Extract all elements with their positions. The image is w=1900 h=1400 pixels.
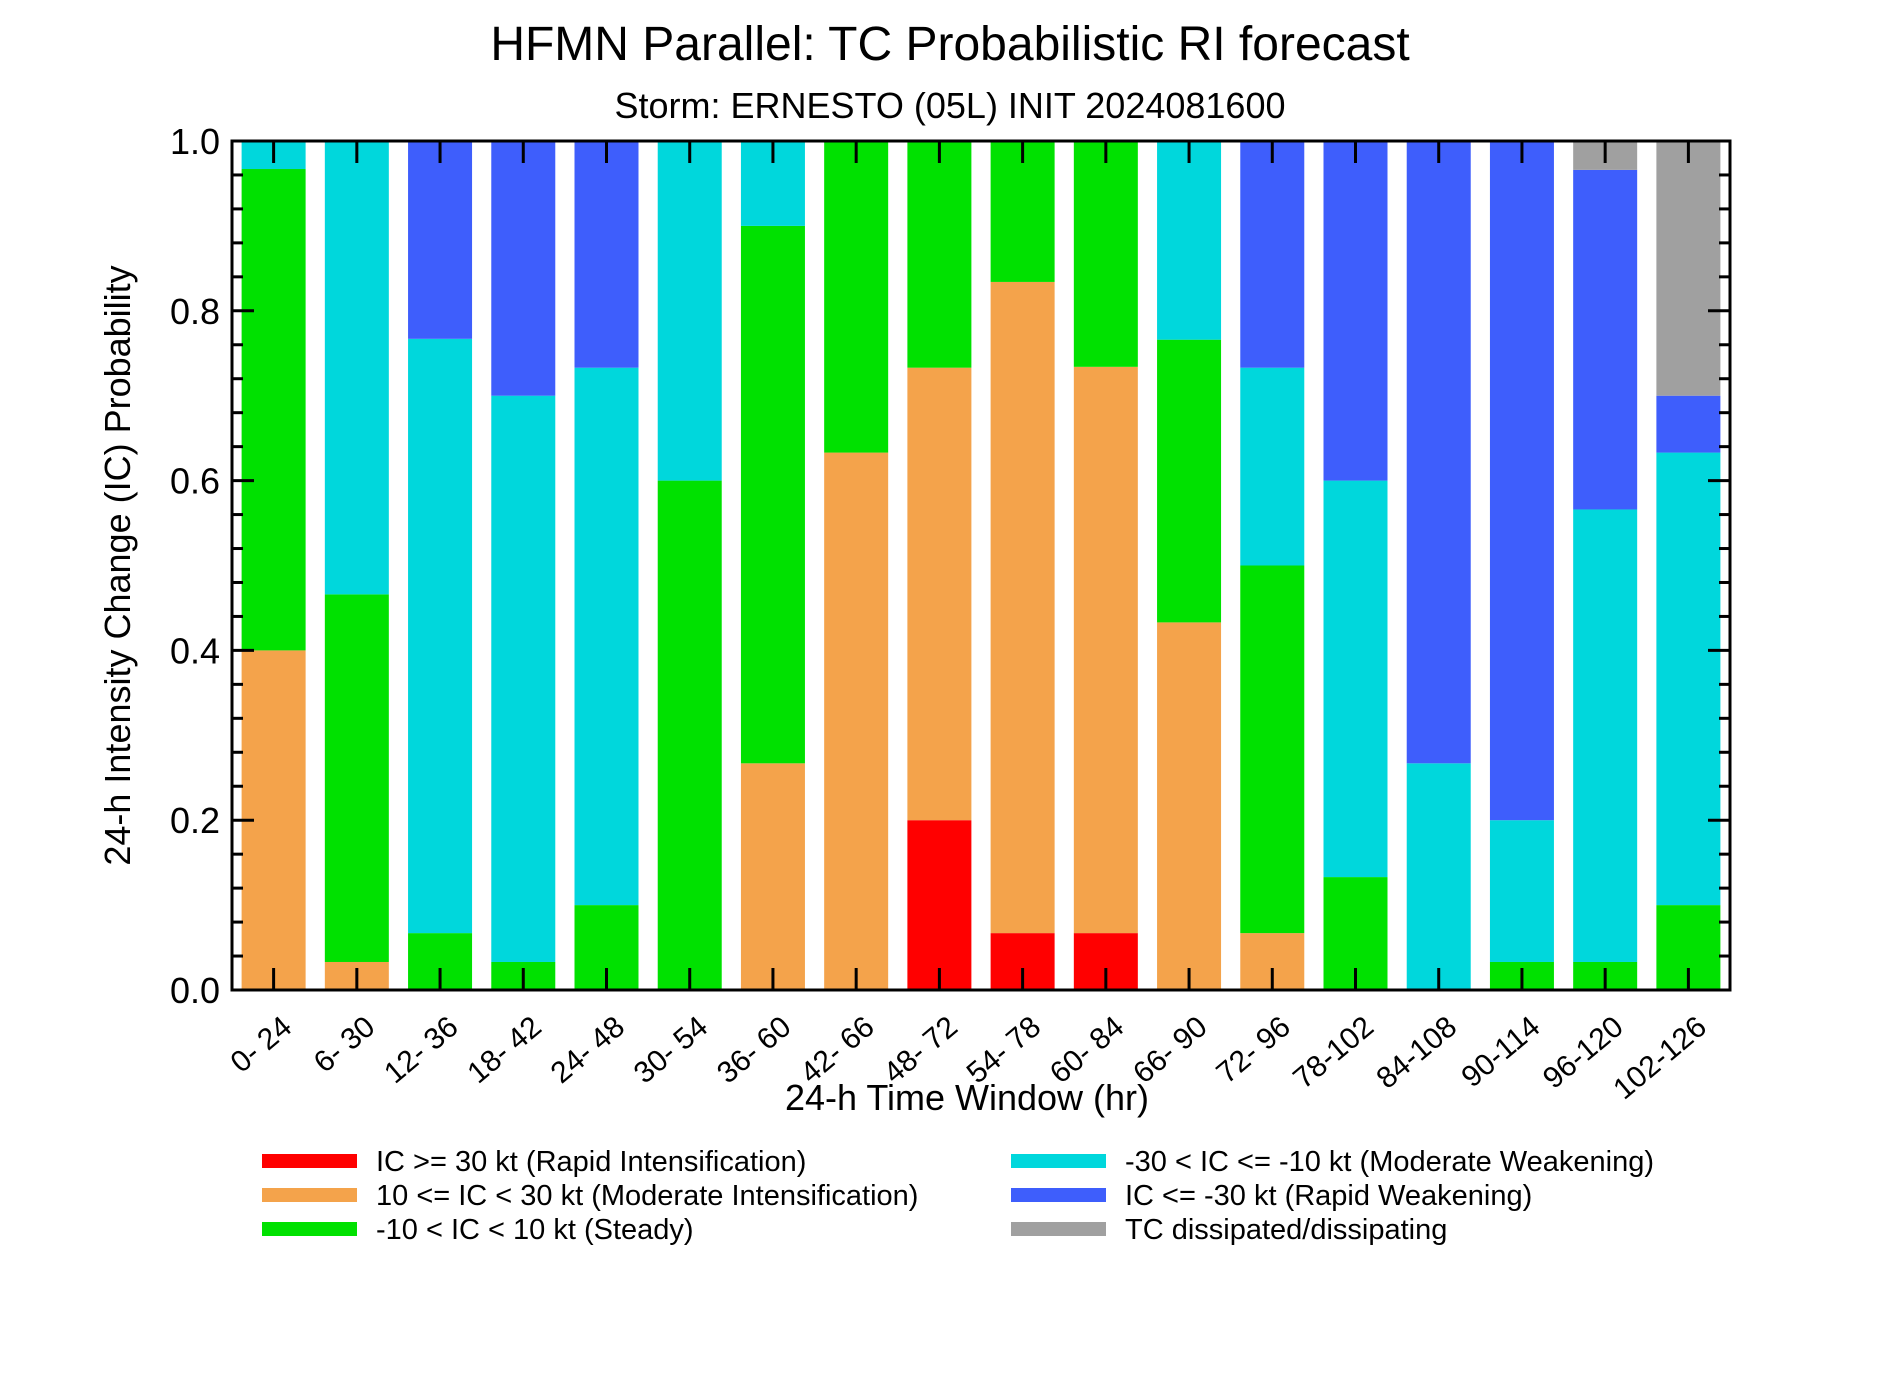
legend-swatch: [1011, 1154, 1106, 1168]
legend-swatch: [1011, 1222, 1106, 1236]
bar-segment: [907, 820, 972, 990]
bar-segment: [740, 225, 805, 764]
x-tick-label: 78-102: [1287, 1010, 1380, 1095]
bar-segment: [324, 141, 389, 595]
chart-title: HFMN Parallel: TC Probabilistic RI forec…: [490, 18, 1409, 71]
bar-segment: [1656, 452, 1721, 906]
bar-segment: [1157, 339, 1222, 623]
legend-label: TC dissipated/dissipating: [1125, 1214, 1447, 1246]
bar-segment: [990, 281, 1055, 934]
bar-segment: [324, 594, 389, 962]
x-axis-label: 24-h Time Window (hr): [785, 1077, 1149, 1118]
y-tick-label: 0.0: [170, 970, 220, 1011]
bar-segment: [824, 452, 889, 990]
bar-segment: [1240, 565, 1305, 934]
x-tick-label: 12- 36: [378, 1010, 464, 1090]
bar-segment: [907, 141, 972, 368]
legend-label: 10 <= IC < 30 kt (Moderate Intensificati…: [376, 1180, 918, 1212]
bar-segment: [657, 480, 722, 990]
y-tick-label: 0.4: [170, 630, 220, 671]
legend-label: IC >= 30 kt (Rapid Intensification): [376, 1146, 806, 1178]
bar-segment: [657, 141, 722, 481]
plot-frame: [230, 139, 1732, 992]
bar-segment: [1073, 366, 1138, 934]
legend-label: -30 < IC <= -10 kt (Moderate Weakening): [1125, 1146, 1654, 1178]
y-tick-label: 0.6: [170, 461, 220, 502]
x-tick-label: 30- 54: [628, 1010, 714, 1090]
bar-segment: [1573, 509, 1638, 962]
bar-segment: [408, 141, 473, 339]
bar-segment: [1240, 141, 1305, 368]
x-tick-label: 84-108: [1370, 1010, 1463, 1095]
y-tick-label: 1.0: [170, 121, 220, 162]
legend-swatch: [262, 1188, 357, 1202]
x-tick-label: 0- 24: [225, 1010, 299, 1079]
bar-segment: [1656, 395, 1721, 453]
bar-segment: [1406, 763, 1471, 990]
bar-segment: [740, 763, 805, 990]
y-tick-label: 0.8: [170, 291, 220, 332]
bar-segment: [574, 141, 639, 368]
bar-segment: [1323, 480, 1388, 878]
legend-label: IC <= -30 kt (Rapid Weakening): [1125, 1180, 1532, 1212]
x-tick-label: 24- 48: [545, 1010, 631, 1090]
legend-swatch: [262, 1222, 357, 1236]
bar-segment: [1240, 367, 1305, 566]
bar-segment: [1406, 141, 1471, 764]
legend-swatch: [262, 1154, 357, 1168]
bar-segment: [824, 141, 889, 453]
bar-segment: [1489, 141, 1554, 821]
x-tick-label: 90-114: [1455, 1010, 1546, 1094]
y-axis: 0.0 0.2 0.4 0.6 0.8 1.0: [170, 121, 1730, 1011]
bars-layer: [241, 140, 1721, 990]
bar-segment: [1323, 141, 1388, 481]
bar-segment: [241, 169, 306, 651]
legend-label: -10 < IC < 10 kt (Steady): [376, 1214, 694, 1246]
bar-segment: [491, 395, 556, 962]
x-tick-label: 72- 96: [1210, 1010, 1296, 1090]
bar-segment: [1489, 820, 1554, 962]
y-axis-label: 24-h Intensity Change (IC) Probability: [97, 265, 138, 865]
bar-segment: [907, 367, 972, 821]
bar-segment: [1157, 141, 1222, 340]
bar-segment: [1656, 141, 1721, 396]
bar-segment: [408, 338, 473, 934]
chart-subtitle: Storm: ERNESTO (05L) INIT 2024081600: [615, 85, 1286, 126]
x-tick-label: 6- 30: [308, 1010, 382, 1079]
y-tick-label: 0.2: [170, 800, 220, 841]
legend: IC >= 30 kt (Rapid Intensification)10 <=…: [262, 1146, 1654, 1246]
bar-segment: [1573, 169, 1638, 510]
bar-segment: [574, 367, 639, 906]
bar-segment: [1073, 140, 1138, 367]
legend-swatch: [1011, 1188, 1106, 1202]
x-tick-label: 102-126: [1607, 1010, 1713, 1106]
x-tick-label: 18- 42: [461, 1010, 547, 1090]
bar-segment: [990, 140, 1055, 282]
bar-segment: [1157, 622, 1222, 990]
bar-segment: [491, 141, 556, 396]
